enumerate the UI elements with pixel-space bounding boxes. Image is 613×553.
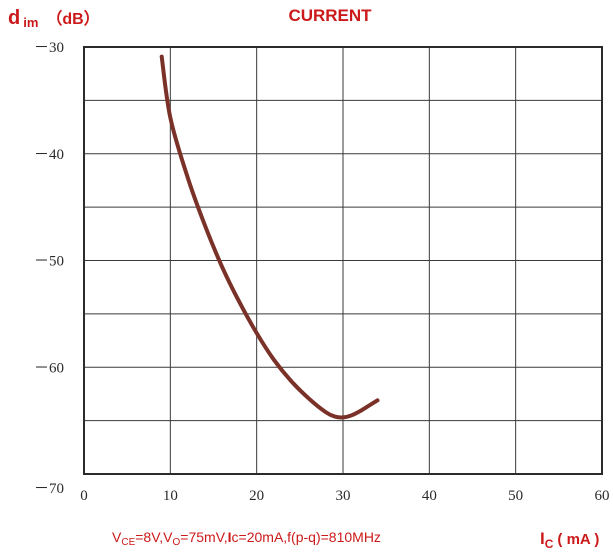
series-line bbox=[159, 54, 380, 420]
x-axis-label-main: I bbox=[540, 529, 545, 548]
x-tick-label: 40 bbox=[422, 488, 437, 504]
y-axis-label-sub: im bbox=[23, 15, 38, 30]
x-axis-label-sub: C bbox=[545, 537, 554, 551]
x-tick-label: 20 bbox=[249, 488, 264, 504]
y-tick-label: －50 bbox=[34, 254, 64, 270]
y-tick-label: －70 bbox=[34, 481, 64, 497]
x-tick-labels: 0 10 20 30 40 50 60 bbox=[80, 488, 609, 504]
y-tick-label: －60 bbox=[34, 360, 64, 376]
grid-lines bbox=[84, 47, 602, 474]
test-conditions: VCE=8V,VO=75mV,Ic=20mA,f(p-q)=810MHz bbox=[112, 529, 381, 548]
y-axis-label: d im （dB） bbox=[8, 7, 100, 30]
plot-frame bbox=[83, 46, 603, 475]
x-tick-label: 60 bbox=[595, 488, 610, 504]
x-tick-label: 30 bbox=[336, 488, 351, 504]
condition-segment: CE bbox=[121, 537, 135, 548]
condition-segment: O bbox=[173, 537, 181, 548]
y-axis-label-unit: （dB） bbox=[46, 10, 99, 28]
condition-segment: I bbox=[228, 529, 232, 545]
y-tick-label: －40 bbox=[34, 147, 64, 163]
y-axis-label-main: d bbox=[8, 7, 20, 29]
x-axis-label-unit: ( mA ) bbox=[557, 531, 599, 548]
x-axis-label: IC( mA ) bbox=[540, 529, 599, 551]
y-tick-labels: －30 －40 －50 －60 －70 bbox=[34, 40, 64, 497]
x-tick-label: 0 bbox=[80, 488, 88, 504]
condition-segment: =75mV, bbox=[180, 529, 227, 545]
y-tick-label: －30 bbox=[34, 40, 64, 56]
condition-segment: V bbox=[112, 529, 122, 545]
x-tick-label: 50 bbox=[508, 488, 523, 504]
chart-title: CURRENT bbox=[288, 6, 372, 25]
condition-segment: c=20mA,f(p-q)=810MHz bbox=[232, 529, 381, 545]
condition-segment: =8V,V bbox=[135, 529, 173, 545]
x-tick-label: 10 bbox=[163, 488, 178, 504]
